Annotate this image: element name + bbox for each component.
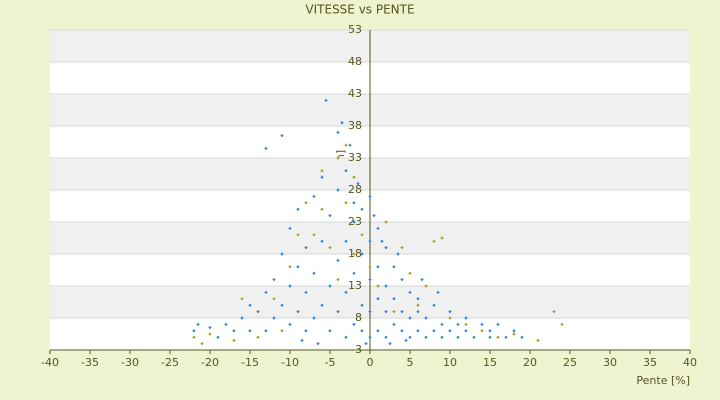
x-tick-label: -15: [241, 356, 259, 369]
y-tick-label: 28: [348, 183, 362, 196]
point: [248, 303, 252, 307]
point: [232, 329, 236, 333]
y-tick-label: 43: [348, 87, 362, 100]
point: [216, 335, 220, 339]
x-tick-label: -35: [81, 356, 99, 369]
x-tick-label: 0: [367, 356, 374, 369]
x-tick-label: 30: [603, 356, 617, 369]
point: [208, 325, 212, 330]
x-tick-label: 25: [563, 356, 577, 369]
point: [200, 341, 204, 346]
point: [208, 332, 212, 336]
point: [248, 329, 252, 333]
y-tick-label: 18: [348, 247, 362, 260]
point: [240, 297, 244, 301]
chart-title: VITESSE vs PENTE: [305, 3, 414, 17]
point: [552, 309, 556, 314]
y-tick-label: 13: [348, 279, 362, 292]
x-tick-label: 40: [683, 356, 697, 369]
x-tick-label: -10: [281, 356, 299, 369]
x-axis-label: Pente [%]: [636, 374, 690, 387]
y-tick-label: 33: [348, 151, 362, 164]
y-tick-label: 8: [355, 311, 362, 324]
x-tick-label: 5: [407, 356, 414, 369]
x-tick-label: -5: [325, 356, 336, 369]
point: [240, 316, 244, 320]
x-tick-label: -40: [41, 356, 59, 369]
y-tick-label: 48: [348, 55, 362, 68]
x-tick-label: 20: [523, 356, 537, 369]
x-tick-label: 10: [443, 356, 457, 369]
y-tick-label: 3: [355, 343, 362, 356]
x-tick-label: -25: [161, 356, 179, 369]
point: [192, 329, 196, 333]
point: [520, 335, 524, 339]
y-tick-label: 23: [348, 215, 362, 228]
x-tick-label: -30: [121, 356, 139, 369]
point: [224, 322, 228, 327]
y-tick-label: 38: [348, 119, 362, 132]
x-tick-label: -20: [201, 356, 219, 369]
point: [512, 332, 516, 336]
x-tick-label: 15: [483, 356, 497, 369]
point: [196, 322, 200, 327]
point: [232, 338, 236, 343]
x-tick-label: 35: [643, 356, 657, 369]
y-tick-label: 53: [348, 23, 362, 36]
point: [192, 335, 196, 339]
